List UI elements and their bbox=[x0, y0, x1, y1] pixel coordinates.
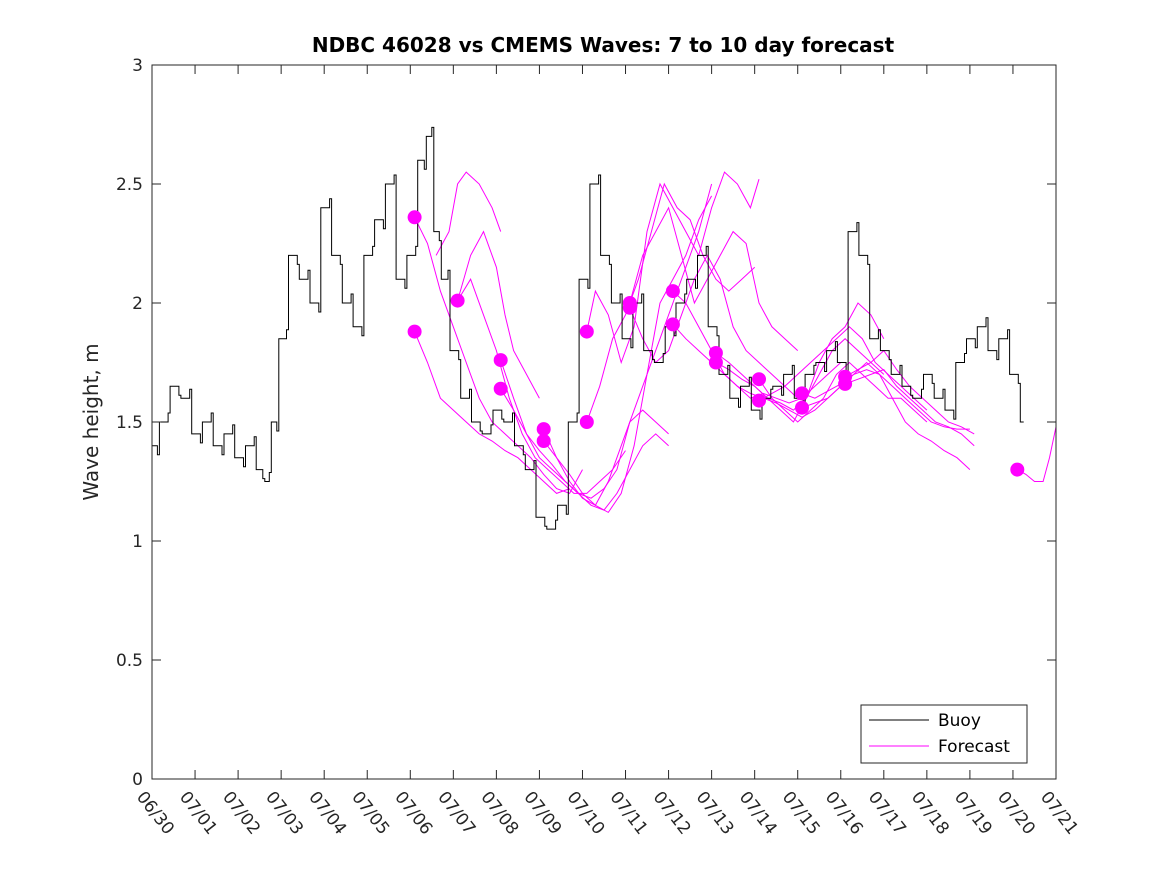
forecast-series-line-22 bbox=[844, 369, 975, 447]
y-axis-label: Wave height, m bbox=[79, 343, 103, 500]
x-tick-label-11: 07/11 bbox=[606, 788, 652, 839]
forecast-series-line-18 bbox=[758, 326, 928, 411]
x-tick-label-14: 07/14 bbox=[735, 788, 781, 839]
forecast-series-line-8 bbox=[543, 183, 713, 507]
forecast-series-line-7 bbox=[543, 195, 713, 514]
forecast-start-marker-0 bbox=[407, 210, 422, 225]
x-tick-label-5: 07/05 bbox=[347, 788, 393, 839]
x-tick-label-0: 06/30 bbox=[132, 788, 178, 839]
forecast-start-marker-7 bbox=[579, 324, 594, 339]
forecast-start-marker-11 bbox=[665, 284, 680, 299]
forecast-series-line-10 bbox=[586, 182, 756, 423]
x-tick-label-15: 07/15 bbox=[778, 788, 824, 839]
y-axis-ticks: 0 0.5 1 1.5 2 2.5 3 bbox=[116, 56, 1056, 790]
plot-background bbox=[152, 65, 1056, 779]
x-tick-label-19: 07/19 bbox=[950, 788, 996, 839]
forecast-start-marker-21 bbox=[1010, 462, 1025, 477]
forecast-start-marker-14 bbox=[708, 355, 723, 370]
forecast-series-line-23 bbox=[1017, 426, 1057, 482]
forecast-series-line-17 bbox=[758, 361, 928, 423]
forecast-start-marker-20 bbox=[838, 376, 853, 391]
marker-layer bbox=[407, 210, 1025, 477]
forecast-start-marker-16 bbox=[752, 393, 766, 408]
buoy-series-line bbox=[152, 126, 1024, 530]
x-tick-label-12: 07/12 bbox=[649, 788, 695, 839]
x-tick-label-7: 07/07 bbox=[433, 788, 479, 839]
x-tick-label-4: 07/04 bbox=[304, 788, 350, 839]
forecast-start-marker-1 bbox=[407, 324, 422, 339]
x-tick-label-21: 07/21 bbox=[1036, 788, 1082, 839]
forecast-start-marker-12 bbox=[665, 317, 680, 332]
legend-forecast-label: Forecast bbox=[938, 737, 1010, 757]
y-tick-label-3: 1.5 bbox=[116, 413, 143, 433]
x-tick-label-13: 07/13 bbox=[692, 788, 738, 839]
forecast-series-line-9 bbox=[586, 171, 760, 365]
forecast-series-line-3 bbox=[457, 278, 626, 494]
forecast-start-marker-8 bbox=[579, 415, 594, 429]
y-tick-label-5: 2.5 bbox=[116, 175, 143, 195]
forecast-start-marker-2 bbox=[450, 293, 465, 308]
forecast-series-line-1 bbox=[414, 331, 570, 494]
y-tick-label-1: 0.5 bbox=[116, 651, 143, 671]
x-tick-label-2: 07/02 bbox=[218, 788, 264, 839]
forecast-start-marker-10 bbox=[622, 300, 637, 315]
y-tick-label-4: 2 bbox=[132, 294, 143, 314]
forecast-series-line-20 bbox=[801, 361, 971, 470]
x-tick-label-8: 07/08 bbox=[476, 788, 522, 839]
forecast-series-line-2 bbox=[435, 171, 502, 256]
x-tick-label-16: 07/16 bbox=[821, 788, 867, 839]
forecast-start-marker-6 bbox=[536, 434, 551, 448]
x-tick-label-10: 07/10 bbox=[563, 788, 609, 839]
x-tick-label-18: 07/18 bbox=[907, 788, 953, 839]
y-tick-label-2: 1 bbox=[132, 532, 143, 552]
x-tick-label-3: 07/03 bbox=[261, 788, 307, 839]
y-tick-label-0: 0 bbox=[132, 770, 143, 790]
forecast-start-marker-3 bbox=[493, 353, 508, 368]
forecast-start-marker-17 bbox=[795, 386, 809, 401]
legend-box bbox=[860, 704, 1028, 764]
x-tick-label-9: 07/09 bbox=[519, 788, 565, 839]
forecast-series-line-0 bbox=[414, 217, 583, 495]
forecast-start-marker-4 bbox=[493, 381, 508, 396]
legend-buoy-label: Buoy bbox=[938, 711, 981, 731]
forecast-series-line-4 bbox=[457, 230, 540, 399]
x-tick-label-20: 07/20 bbox=[993, 788, 1039, 839]
x-tick-label-17: 07/17 bbox=[864, 788, 910, 839]
x-tick-label-6: 07/06 bbox=[390, 788, 436, 839]
x-tick-label-1: 07/01 bbox=[175, 788, 221, 839]
forecast-start-marker-5 bbox=[536, 422, 551, 437]
forecast-series-line-12 bbox=[629, 254, 799, 399]
chart-title: NDBC 46028 vs CMEMS Waves: 7 to 10 day f… bbox=[312, 33, 895, 57]
forecast-start-marker-18 bbox=[795, 400, 809, 415]
forecast-start-marker-15 bbox=[752, 372, 766, 387]
legend: Buoy Forecast bbox=[860, 704, 1028, 764]
y-tick-label-6: 3 bbox=[132, 56, 143, 76]
forecast-series-line-19 bbox=[801, 369, 970, 430]
